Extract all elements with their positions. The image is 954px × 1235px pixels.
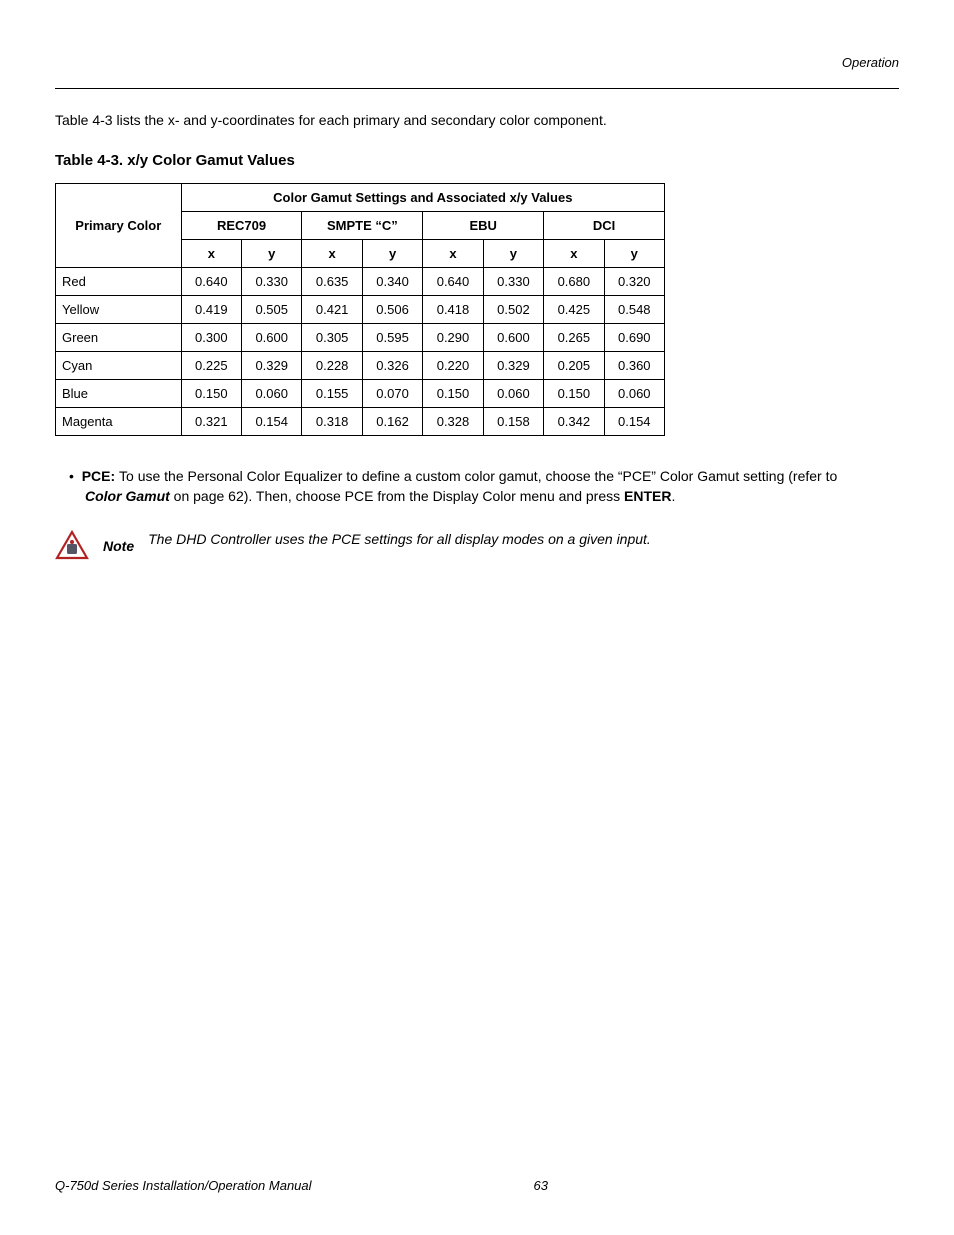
cell-value: 0.421 — [302, 295, 362, 323]
sub-x: x — [302, 239, 362, 267]
table-row: Cyan0.2250.3290.2280.3260.2200.3290.2050… — [56, 351, 665, 379]
cell-value: 0.150 — [544, 379, 604, 407]
note-label: Note — [103, 530, 134, 554]
pce-text2: on page 62). Then, choose PCE from the D… — [170, 488, 624, 504]
cell-value: 0.548 — [604, 295, 664, 323]
std-header: DCI — [544, 211, 665, 239]
std-header: SMPTE “C” — [302, 211, 423, 239]
cell-value: 0.154 — [604, 407, 664, 435]
footer-page-number: 63 — [534, 1178, 548, 1193]
table-row: Green0.3000.6000.3050.5950.2900.6000.265… — [56, 323, 665, 351]
cell-value: 0.360 — [604, 351, 664, 379]
cell-value: 0.060 — [242, 379, 302, 407]
cell-value: 0.320 — [604, 267, 664, 295]
cell-value: 0.600 — [483, 323, 543, 351]
header-row-1: Primary Color Color Gamut Settings and A… — [56, 183, 665, 211]
sub-y: y — [242, 239, 302, 267]
cell-value: 0.680 — [544, 267, 604, 295]
sub-x: x — [423, 239, 483, 267]
row-label: Blue — [56, 379, 182, 407]
cell-value: 0.418 — [423, 295, 483, 323]
footer-title: Q-750d Series Installation/Operation Man… — [55, 1178, 312, 1193]
cell-value: 0.060 — [483, 379, 543, 407]
cell-value: 0.342 — [544, 407, 604, 435]
table-title: Table 4-3. x/y Color Gamut Values — [55, 152, 899, 169]
gamut-table: Primary Color Color Gamut Settings and A… — [55, 183, 665, 436]
cell-value: 0.329 — [242, 351, 302, 379]
cell-value: 0.321 — [181, 407, 241, 435]
cell-value: 0.690 — [604, 323, 664, 351]
table-row: Blue0.1500.0600.1550.0700.1500.0600.1500… — [56, 379, 665, 407]
cell-value: 0.502 — [483, 295, 543, 323]
row-label: Red — [56, 267, 182, 295]
cell-value: 0.155 — [302, 379, 362, 407]
cell-value: 0.595 — [362, 323, 422, 351]
note-text: The DHD Controller uses the PCE settings… — [148, 530, 651, 550]
pce-paragraph: • PCE: To use the Personal Color Equaliz… — [55, 466, 855, 507]
cell-value: 0.265 — [544, 323, 604, 351]
page-footer: Q-750d Series Installation/Operation Man… — [55, 1178, 899, 1193]
pce-text1: To use the Personal Color Equalizer to d… — [119, 468, 837, 484]
cell-value: 0.330 — [242, 267, 302, 295]
row-label: Magenta — [56, 407, 182, 435]
cell-value: 0.228 — [302, 351, 362, 379]
cell-value: 0.328 — [423, 407, 483, 435]
intro-text: Table 4-3 lists the x- and y-coordinates… — [55, 111, 899, 130]
table-row: Yellow0.4190.5050.4210.5060.4180.5020.42… — [56, 295, 665, 323]
sub-x: x — [544, 239, 604, 267]
group-header: Color Gamut Settings and Associated x/y … — [181, 183, 664, 211]
pce-text3: . — [671, 488, 675, 504]
header-rule — [55, 88, 899, 89]
cell-value: 0.300 — [181, 323, 241, 351]
cell-value: 0.640 — [181, 267, 241, 295]
row-label: Green — [56, 323, 182, 351]
cell-value: 0.205 — [544, 351, 604, 379]
row-label: Yellow — [56, 295, 182, 323]
std-header: EBU — [423, 211, 544, 239]
cell-value: 0.225 — [181, 351, 241, 379]
table-row: Red0.6400.3300.6350.3400.6400.3300.6800.… — [56, 267, 665, 295]
cell-value: 0.318 — [302, 407, 362, 435]
std-header: REC709 — [181, 211, 302, 239]
section-header: Operation — [55, 55, 899, 70]
cell-value: 0.640 — [423, 267, 483, 295]
row-label: Cyan — [56, 351, 182, 379]
color-gamut-ref: Color Gamut — [85, 488, 170, 504]
cell-value: 0.425 — [544, 295, 604, 323]
cell-value: 0.060 — [604, 379, 664, 407]
cell-value: 0.600 — [242, 323, 302, 351]
cell-value: 0.506 — [362, 295, 422, 323]
cell-value: 0.419 — [181, 295, 241, 323]
primary-color-header: Primary Color — [56, 183, 182, 267]
cell-value: 0.290 — [423, 323, 483, 351]
cell-value: 0.305 — [302, 323, 362, 351]
sub-y: y — [483, 239, 543, 267]
sub-y: y — [362, 239, 422, 267]
pce-label: PCE: — [82, 468, 119, 484]
cell-value: 0.154 — [242, 407, 302, 435]
cell-value: 0.326 — [362, 351, 422, 379]
cell-value: 0.340 — [362, 267, 422, 295]
note-block: Note The DHD Controller uses the PCE set… — [55, 530, 855, 560]
table-row: Magenta0.3210.1540.3180.1620.3280.1580.3… — [56, 407, 665, 435]
enter-key: ENTER — [624, 488, 671, 504]
cell-value: 0.070 — [362, 379, 422, 407]
cell-value: 0.150 — [423, 379, 483, 407]
sub-y: y — [604, 239, 664, 267]
cell-value: 0.150 — [181, 379, 241, 407]
cell-value: 0.220 — [423, 351, 483, 379]
cell-value: 0.330 — [483, 267, 543, 295]
warning-icon — [55, 530, 89, 560]
cell-value: 0.635 — [302, 267, 362, 295]
cell-value: 0.162 — [362, 407, 422, 435]
sub-x: x — [181, 239, 241, 267]
gamut-table-head: Primary Color Color Gamut Settings and A… — [56, 183, 665, 267]
bullet: • — [69, 468, 82, 484]
cell-value: 0.158 — [483, 407, 543, 435]
gamut-table-body: Red0.6400.3300.6350.3400.6400.3300.6800.… — [56, 267, 665, 435]
cell-value: 0.505 — [242, 295, 302, 323]
cell-value: 0.329 — [483, 351, 543, 379]
